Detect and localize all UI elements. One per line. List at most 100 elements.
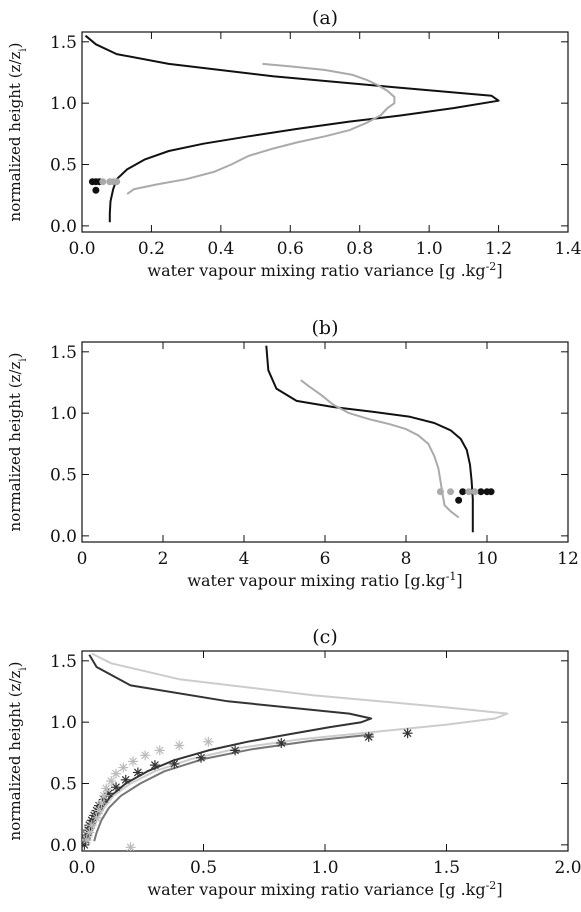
asterisk-stroke	[121, 775, 130, 784]
asterisk-stroke	[150, 761, 159, 770]
asterisk-stroke	[204, 737, 213, 746]
x-axis-label: water vapour mixing ratio [g.kg-1]	[187, 570, 462, 591]
y-tick-label: 0.0	[50, 217, 77, 237]
x-tick-label: 12	[557, 549, 579, 569]
asterisk-stroke	[97, 799, 106, 808]
asterisk-stroke	[155, 746, 164, 755]
data-point-asterisk	[174, 740, 185, 751]
asterisk-stroke	[92, 813, 101, 822]
chart-title: (c)	[312, 626, 337, 648]
y-axis-label: normalized height (z/zi)	[6, 662, 29, 841]
x-tick-label: 0.4	[207, 239, 234, 259]
data-point-asterisk	[230, 745, 241, 756]
data-point-asterisk	[276, 738, 287, 749]
x-axis-label-sup: -1	[446, 570, 457, 583]
y-tick-label: 1.0	[50, 713, 77, 733]
data-point-asterisk	[154, 745, 165, 756]
x-tick-label: 1.0	[311, 858, 338, 878]
y-axis-label-main: normalized height (z/z	[6, 362, 24, 532]
data-point	[459, 488, 467, 496]
asterisk-stroke	[112, 783, 120, 792]
x-axis-label-main: water vapour mixing ratio variance [g .k…	[147, 880, 485, 899]
asterisk-stroke	[82, 836, 91, 844]
asterisk-stroke	[102, 784, 111, 793]
data-point-asterisk	[402, 728, 413, 739]
data-point-asterisk	[86, 820, 97, 831]
data-point-asterisk	[111, 768, 122, 779]
data-point	[436, 488, 444, 496]
series-line-1	[88, 652, 509, 842]
asterisk-stroke	[141, 751, 150, 760]
data-point-asterisk	[140, 750, 151, 761]
data-point-asterisk	[120, 774, 131, 785]
x-axis-label-sup: -2	[486, 879, 497, 892]
x-tick-label: 0.2	[138, 239, 165, 259]
data-point	[465, 488, 473, 496]
y-axis-label-sub: i	[18, 667, 29, 670]
data-point	[487, 488, 495, 496]
x-tick-label: 1.0	[416, 239, 443, 259]
x-tick-label: 1.2	[485, 239, 512, 259]
data-point-asterisk	[94, 805, 105, 816]
x-tick-label: 0.5	[190, 858, 217, 878]
y-tick-label: 1.0	[50, 404, 77, 424]
asterisk-stroke	[87, 821, 96, 830]
y-axis-label-end: )	[6, 353, 24, 359]
data-point-asterisk	[84, 827, 95, 838]
chart-title: (b)	[312, 317, 339, 339]
plot-frame	[81, 31, 569, 233]
x-axis-label-end: ]	[496, 261, 502, 280]
series-line-2	[93, 733, 374, 842]
data-point-asterisk	[118, 762, 129, 773]
y-tick-label: 0.0	[50, 527, 77, 547]
y-tick-label: 0.0	[50, 836, 77, 856]
series-line-1	[300, 379, 460, 519]
chart-panel-0: (a) 0.0 0.2 0.4 0.6 0.8 1.0 1.2 1.4 0.0 0.5 1.0 1.5 w…	[6, 7, 581, 280]
chart-title: (a)	[312, 7, 338, 29]
y-tick-label: 0.5	[50, 156, 77, 176]
y-axis-label-sub: i	[18, 358, 29, 361]
asterisk-stroke	[107, 777, 116, 785]
data-point-asterisk	[128, 756, 139, 767]
data-point-asterisk	[98, 790, 109, 801]
asterisk-stroke	[99, 791, 108, 800]
asterisk-stroke	[95, 806, 103, 815]
y-axis-label-main: normalized height (z/z	[6, 671, 24, 841]
data-point	[113, 178, 121, 186]
data-point	[455, 496, 463, 504]
asterisk-stroke	[126, 843, 135, 851]
y-tick-label: 1.5	[50, 33, 77, 53]
y-tick-label: 1.0	[50, 94, 77, 114]
chart-panel-2: (c) 0.0 0.5 1.0 1.5 2.0 0.0 0.5 1.0 1.5 water vapo…	[6, 626, 581, 899]
y-axis-label-end: )	[6, 662, 24, 668]
y-axis-label-sub: i	[18, 48, 29, 51]
x-tick-label: 2.0	[554, 858, 581, 878]
plot-frame	[81, 650, 569, 852]
y-tick-label: 0.5	[50, 466, 77, 486]
asterisk-stroke	[129, 757, 137, 766]
asterisk-stroke	[112, 769, 120, 778]
data-point-asterisk	[169, 758, 180, 769]
data-point-asterisk	[106, 776, 117, 787]
data-point-asterisk	[96, 798, 107, 809]
series-line-0	[85, 654, 373, 842]
y-tick-label: 1.5	[50, 652, 77, 672]
data-point-asterisk	[132, 767, 143, 778]
asterisk-stroke	[197, 753, 205, 762]
x-tick-label: 10	[476, 549, 498, 569]
x-tick-label: 0.8	[346, 239, 373, 259]
x-tick-label: 6	[320, 549, 331, 569]
x-tick-label: 0	[77, 549, 88, 569]
y-tick-label: 0.5	[50, 775, 77, 795]
asterisk-stroke	[231, 746, 240, 755]
x-tick-label: 1.4	[554, 239, 581, 259]
data-point-asterisk	[125, 842, 136, 851]
x-tick-label: 8	[401, 549, 412, 569]
asterisk-stroke	[170, 759, 179, 768]
data-point-asterisk	[149, 760, 160, 771]
data-point-asterisk	[363, 731, 374, 742]
asterisk-stroke	[85, 828, 94, 837]
asterisk-stroke	[133, 768, 142, 777]
plot-frame	[81, 341, 569, 543]
